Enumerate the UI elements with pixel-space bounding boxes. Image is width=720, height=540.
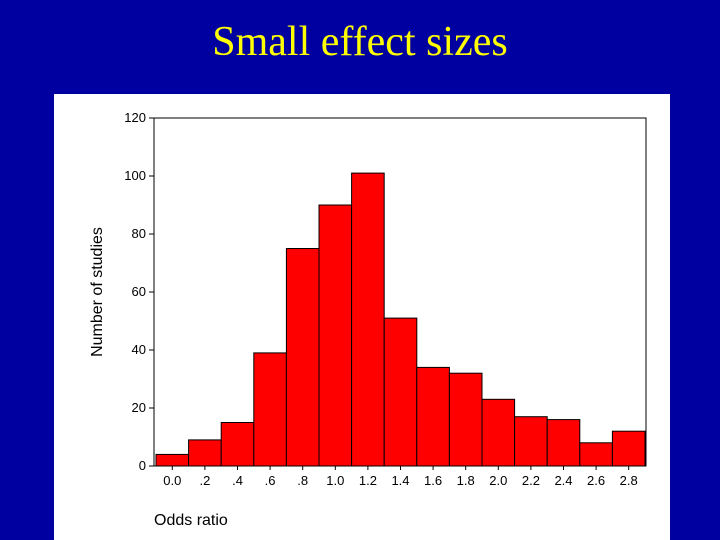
y-tick-label: 20 bbox=[132, 400, 146, 415]
histogram-bar bbox=[611, 430, 646, 467]
x-tick-label: 1.6 bbox=[424, 473, 442, 488]
x-tick-label: .8 bbox=[297, 473, 308, 488]
x-tick-label: 2.6 bbox=[587, 473, 605, 488]
x-tick-label: .2 bbox=[199, 473, 210, 488]
histogram-bar bbox=[579, 442, 613, 467]
slide-title: Small effect sizes bbox=[212, 19, 508, 65]
histogram-bar bbox=[351, 172, 385, 467]
x-tick-label: 1.8 bbox=[457, 473, 475, 488]
x-tick-label: .4 bbox=[232, 473, 243, 488]
x-tick-label: 1.2 bbox=[359, 473, 377, 488]
x-tick-label: 0.0 bbox=[163, 473, 181, 488]
x-tick-label: 1.4 bbox=[391, 473, 409, 488]
x-axis-title: Odds ratio bbox=[154, 512, 228, 529]
y-axis: 0 20 40 60 80 100 120 bbox=[124, 110, 154, 473]
y-tick-label: 100 bbox=[124, 168, 146, 183]
histogram-bar bbox=[220, 422, 255, 467]
x-axis: 0.0 .2 .4 .6 .8 1.0 1.2 1.4 1.6 1.8 2.0 2.2 2.4 2.6 2.… bbox=[163, 466, 638, 488]
histogram-bar bbox=[318, 204, 353, 467]
x-tick-label: .6 bbox=[265, 473, 276, 488]
x-tick-label: 2.0 bbox=[489, 473, 507, 488]
histogram-bar bbox=[514, 416, 548, 467]
odds-ratio-histogram: 0 20 40 60 80 100 120 0.0 .2 .4 .6 .8 1.0 1.2 1.4 1.6 1… bbox=[89, 110, 647, 529]
histogram-bar bbox=[155, 453, 190, 467]
histogram-bar bbox=[546, 419, 581, 467]
y-tick-label: 120 bbox=[124, 110, 146, 125]
bars-group bbox=[155, 172, 646, 467]
x-tick-label: 2.4 bbox=[554, 473, 572, 488]
y-tick-label: 80 bbox=[132, 226, 146, 241]
y-tick-label: 60 bbox=[132, 284, 146, 299]
x-tick-label: 2.8 bbox=[620, 473, 638, 488]
histogram-panel: 0 20 40 60 80 100 120 0.0 .2 .4 .6 .8 1.0 1.2 1.4 1.6 1… bbox=[54, 94, 670, 540]
y-tick-label: 40 bbox=[132, 342, 146, 357]
x-tick-label: 2.2 bbox=[522, 473, 540, 488]
histogram-bar bbox=[253, 352, 287, 467]
histogram-bar bbox=[188, 439, 222, 467]
y-tick-label: 0 bbox=[139, 458, 146, 473]
x-tick-label: 1.0 bbox=[326, 473, 344, 488]
histogram-bar bbox=[383, 317, 418, 467]
histogram-bar bbox=[448, 372, 483, 467]
histogram-bar bbox=[285, 248, 320, 467]
histogram-bar bbox=[416, 366, 450, 467]
y-axis-title: Number of studies bbox=[89, 227, 106, 357]
histogram-bar bbox=[481, 398, 516, 467]
